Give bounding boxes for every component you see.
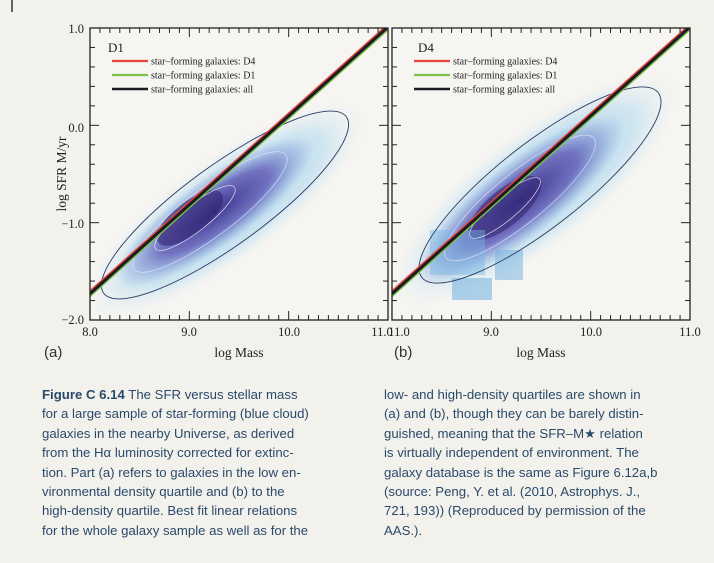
fit-line-all xyxy=(392,28,690,295)
fit-line-d1 xyxy=(90,28,388,297)
x-tick-label: 10.0 xyxy=(580,325,602,339)
fit-line-d4 xyxy=(90,28,386,293)
y-tick-label: 1.0 xyxy=(68,22,84,36)
caption-line: galaxy database is the same as Figure 6.… xyxy=(384,464,658,480)
caption-line: The SFR versus stellar mass xyxy=(128,387,298,402)
caption-line: (a) and (b), though they can be barely d… xyxy=(384,406,644,422)
caption-line: low- and high-density quartiles are show… xyxy=(384,387,641,402)
x-tick-label: 11.0 xyxy=(388,325,409,339)
y-tick-label: −2.0 xyxy=(61,313,84,327)
caption-line: vironmental density quartile and (b) to … xyxy=(42,484,285,500)
caption-line: tion. Part (a) refers to galaxies in the… xyxy=(42,464,301,480)
panel-b-density xyxy=(392,28,690,320)
fit-line-d4 xyxy=(392,28,688,293)
caption-line: from the Hα luminosity corrected for ext… xyxy=(42,445,294,461)
panel-a-tag: D1 xyxy=(108,40,124,55)
y-tick-label: −1.0 xyxy=(61,217,84,231)
x-tick-label: 8.0 xyxy=(82,325,98,339)
caption-line: is virtually independent of environment.… xyxy=(384,445,639,461)
legend-label-d4: star–forming galaxies: D4 xyxy=(151,57,255,68)
caption-line: guished, meaning that the SFR–M★ relatio… xyxy=(384,425,643,441)
caption-line: galaxies in the nearby Universe, as deri… xyxy=(42,425,295,441)
panel-b-legend: D4 star–forming galaxies: D4 star–formin… xyxy=(414,40,557,96)
y-tick-label: 0.0 xyxy=(68,121,84,135)
caption-line: AAS.). xyxy=(384,522,423,538)
x-tick-label: 9.0 xyxy=(483,325,499,339)
legend-label-d4: star–forming galaxies: D4 xyxy=(453,57,557,68)
x-tick-label: 10.0 xyxy=(278,325,300,339)
legend-label-d1: star–forming galaxies: D1 xyxy=(453,71,557,82)
caption-line: 721, 193)) (Reproduced by permission of … xyxy=(384,503,646,519)
x-tick-label: 9.0 xyxy=(181,325,197,339)
x-axis-label: log Mass xyxy=(516,345,565,360)
legend-label-d1: star–forming galaxies: D1 xyxy=(151,71,255,82)
caption-line: for a large sample of star-forming (blue… xyxy=(42,406,309,422)
panel-b-tag: D4 xyxy=(418,40,434,55)
legend-label-all: star–forming galaxies: all xyxy=(453,85,555,96)
panel-a-density xyxy=(90,28,388,320)
legend-label-all: star–forming galaxies: all xyxy=(151,85,253,96)
fit-line-all xyxy=(90,28,388,295)
caption-left: Figure C 6.14 The SFR versus stellar mas… xyxy=(42,385,372,540)
y-axis-label: log SFR M/yr xyxy=(54,136,69,212)
panel-a-letter: (a) xyxy=(44,344,63,361)
caption-line: for the whole galaxy sample as well as f… xyxy=(42,522,309,538)
x-tick-label: 11.0 xyxy=(371,325,392,339)
caption-line: high-density quartile. Best fit linear r… xyxy=(42,503,298,519)
x-axis-label: log Mass xyxy=(214,345,263,360)
fit-line-d1 xyxy=(392,28,690,297)
panel-b-letter: (b) xyxy=(394,344,413,361)
x-tick-label: 11.0 xyxy=(679,325,700,339)
caption-right: low- and high-density quartiles are show… xyxy=(384,385,704,540)
panel-a-legend: D1 star–forming galaxies: D4 star–formin… xyxy=(108,40,255,96)
caption-line: (source: Peng, Y. et al. (2010, Astrophy… xyxy=(384,484,641,500)
figure-label: Figure C 6.14 xyxy=(42,387,125,402)
